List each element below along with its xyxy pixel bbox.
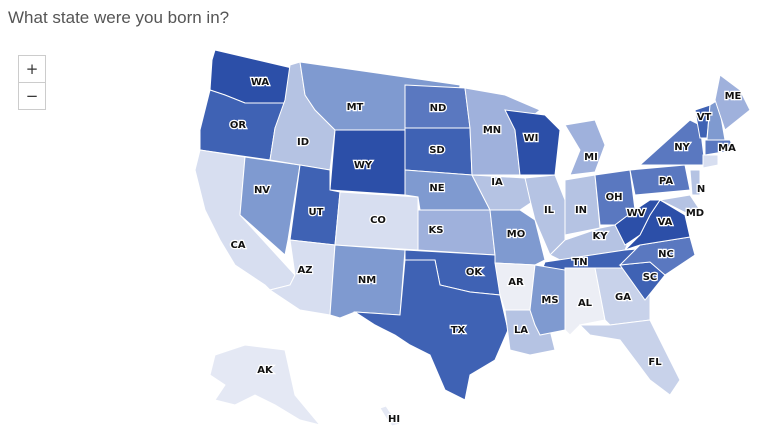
state-label: NM [358,275,376,286]
state-region [702,154,719,169]
state-label: LA [514,325,528,336]
state-label: CO [370,215,386,226]
state-label: IN [575,205,587,216]
question-title: What state were you born in? [8,8,230,27]
state-label: MD [686,208,704,219]
state-label: WI [524,133,539,144]
state-label: KY [593,231,609,242]
state-label: VT [697,112,712,123]
state-label: NV [254,185,270,196]
state-region [658,194,701,216]
state-label: NE [429,183,444,194]
state-label: ID [297,137,309,148]
state-label: AR [508,277,524,288]
state-label: ND [430,103,447,114]
state-region [704,139,736,156]
state-label: WY [354,160,373,171]
state-label: IL [544,205,555,216]
state-label: TX [451,325,466,336]
state-label: AZ [298,265,313,276]
state-label: NC [658,249,674,260]
state-label: MA [718,143,736,154]
state-label: VA [658,217,673,228]
state-label: OH [606,192,623,203]
state-label: N [697,184,705,195]
state-label: OR [230,120,247,131]
state-label: WA [251,77,270,88]
state-label: UT [309,207,324,218]
state-region [564,119,606,176]
state-label: AL [578,298,593,309]
state-label: MN [483,125,501,136]
state-label: SC [643,272,658,283]
state-region [379,405,401,427]
state-label: GA [615,292,631,303]
state-label: SD [429,145,445,156]
state-region [629,164,691,196]
state-label: CA [230,240,245,251]
state-label: ME [725,91,742,102]
state-region [614,199,661,246]
state-label: PA [659,176,673,187]
state-label: KS [429,225,444,236]
state-label: OK [466,267,484,278]
state-label: FL [648,357,662,368]
state-label: IA [491,177,503,188]
state-label: HI [388,414,400,425]
state-region [689,169,701,196]
state-label: MT [347,102,364,113]
state-region [471,174,536,211]
state-region [578,319,681,396]
state-region [353,259,509,401]
state-label: TN [572,257,587,268]
zoom-out-button[interactable]: − [18,82,46,110]
state-label: MO [507,229,525,240]
state-label: WV [627,208,646,219]
state-label: MS [541,295,558,306]
state-label: NY [674,142,690,153]
state-label: AK [257,365,274,376]
state-region [489,209,546,266]
state-region [618,236,696,276]
state-region [209,344,322,426]
state-region [638,119,706,166]
state-label: MI [584,152,598,163]
state-region [714,74,751,131]
